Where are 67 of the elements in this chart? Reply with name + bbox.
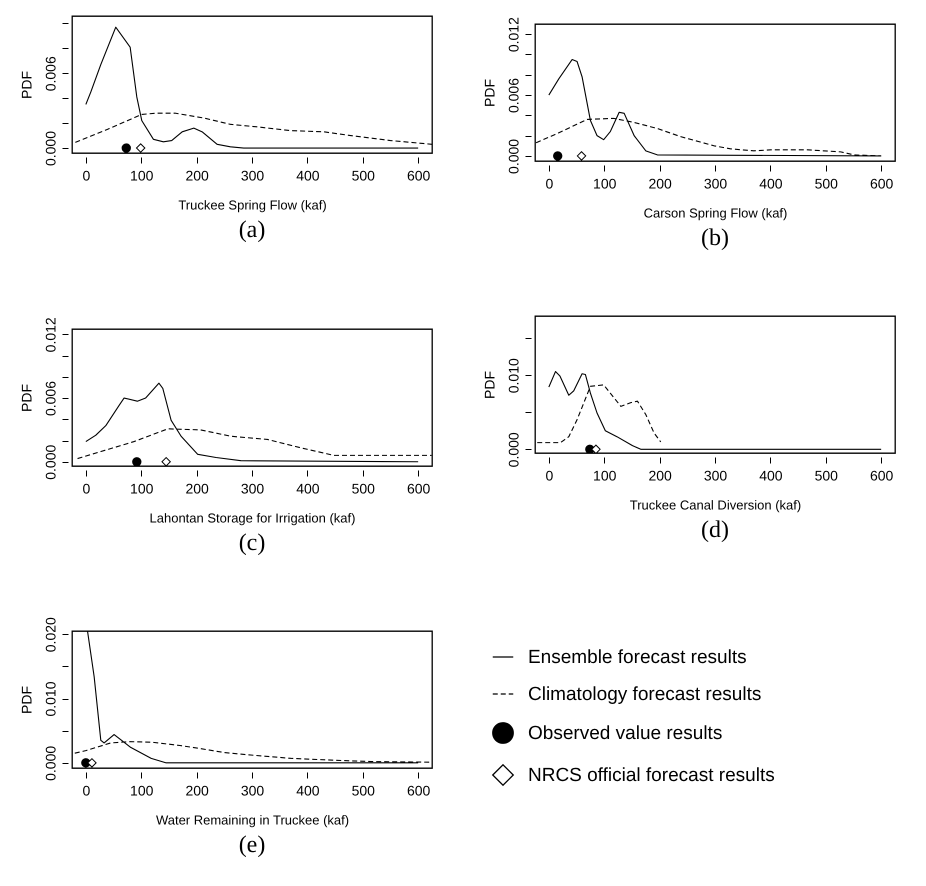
x-tick-label: 100 bbox=[130, 782, 154, 798]
x-tick-label: 500 bbox=[352, 782, 376, 798]
x-axis-title: Water Remaining in Truckee (kaf) bbox=[156, 812, 350, 828]
text: (b) bbox=[701, 225, 729, 251]
x-tick-label: 300 bbox=[240, 782, 264, 798]
y-tick-label: 0.000 bbox=[42, 746, 58, 781]
x-tick-label: 400 bbox=[296, 480, 320, 496]
x-tick-label: 500 bbox=[814, 468, 838, 484]
x-tick-label: 600 bbox=[406, 480, 431, 496]
x-tick-label: 600 bbox=[870, 176, 894, 192]
y-tick-label: 0.006 bbox=[42, 56, 58, 92]
x-tick-label: 400 bbox=[296, 782, 320, 798]
y-tick-label: 0.010 bbox=[42, 681, 58, 717]
x-axis-title: Carson Spring Flow (kaf) bbox=[644, 206, 788, 220]
x-tick-label: 600 bbox=[406, 782, 431, 798]
x-tick-label: 600 bbox=[406, 168, 431, 184]
x-tick-label: 300 bbox=[704, 468, 728, 484]
y-tick-label: 0.000 bbox=[506, 432, 522, 468]
y-axis-title: PDF bbox=[18, 686, 34, 714]
y-tick-label: 0.000 bbox=[506, 138, 522, 174]
y-axis-title: PDF bbox=[18, 384, 34, 412]
x-tick-label: 400 bbox=[759, 468, 783, 484]
y-tick-label: 0.012 bbox=[506, 16, 522, 52]
text: (c) bbox=[238, 530, 266, 556]
legend-label: NRCS official forecast results bbox=[528, 765, 775, 786]
x-axis-title: Truckee Spring Flow (kaf) bbox=[178, 198, 327, 212]
y-tick-label: 0.000 bbox=[42, 444, 58, 480]
text: (e) bbox=[238, 832, 266, 858]
x-tick-label: 200 bbox=[648, 468, 672, 484]
x-tick-label: 300 bbox=[240, 168, 264, 184]
x-axis-title: Lahontan Storage for Irrigation (kaf) bbox=[150, 510, 356, 526]
y-tick-label: 0.006 bbox=[42, 380, 58, 416]
x-tick-label: 100 bbox=[593, 176, 617, 192]
y-tick-label: 0.006 bbox=[506, 78, 522, 114]
y-tick-label: 0.012 bbox=[42, 317, 58, 352]
x-tick-label: 200 bbox=[185, 480, 210, 496]
legend-label: Observed value results bbox=[528, 723, 722, 744]
legend-label: Ensemble forecast results bbox=[528, 647, 747, 668]
x-tick-label: 0 bbox=[82, 782, 90, 798]
y-axis-title: PDF bbox=[18, 71, 34, 99]
x-tick-label: 100 bbox=[593, 468, 617, 484]
x-tick-label: 200 bbox=[648, 176, 672, 192]
y-axis-title: PDF bbox=[482, 79, 498, 107]
x-tick-label: 100 bbox=[130, 480, 154, 496]
x-tick-label: 0 bbox=[545, 468, 554, 484]
y-tick-label: 0.020 bbox=[42, 616, 58, 652]
text: (d) bbox=[701, 517, 729, 543]
x-tick-label: 500 bbox=[352, 168, 376, 184]
x-tick-label: 300 bbox=[704, 176, 728, 192]
x-tick-label: 100 bbox=[130, 168, 154, 184]
x-tick-label: 0 bbox=[82, 168, 90, 184]
x-tick-label: 600 bbox=[870, 468, 894, 484]
x-tick-label: 400 bbox=[759, 176, 783, 192]
text: (a) bbox=[238, 217, 266, 243]
legend-label: Climatology forecast results bbox=[528, 684, 762, 705]
x-tick-label: 300 bbox=[240, 480, 264, 496]
x-tick-label: 0 bbox=[82, 480, 90, 496]
y-tick-label: 0.010 bbox=[506, 358, 522, 394]
x-axis-title: Truckee Canal Diversion (kaf) bbox=[630, 498, 802, 512]
x-tick-label: 200 bbox=[185, 782, 210, 798]
x-tick-label: 400 bbox=[296, 168, 320, 184]
y-tick-label: 0.000 bbox=[42, 130, 58, 166]
x-tick-label: 500 bbox=[814, 176, 838, 192]
x-tick-label: 500 bbox=[352, 480, 376, 496]
x-tick-label: 0 bbox=[545, 176, 554, 192]
y-axis-title: PDF bbox=[482, 371, 498, 399]
x-tick-label: 200 bbox=[185, 168, 210, 184]
